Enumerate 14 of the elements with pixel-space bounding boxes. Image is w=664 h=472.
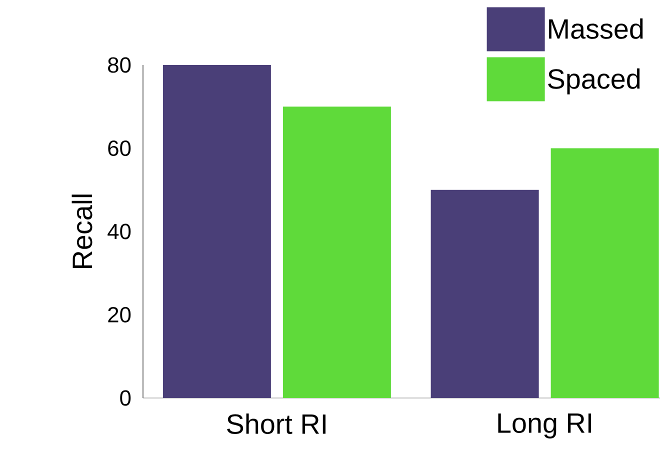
bar: [430, 190, 539, 398]
x-tick-label: Short RI: [227, 414, 326, 434]
y-axis-title: Recall: [72, 194, 92, 268]
x-tick-label: Long RI: [498, 414, 592, 438]
y-tick-label: 0: [120, 390, 131, 406]
y-tick-label: 80: [108, 57, 131, 73]
bar: [282, 106, 391, 398]
legend-label: Spaced: [548, 68, 640, 94]
y-tick-label: 20: [108, 306, 131, 323]
legend-label: Massed: [549, 18, 643, 39]
y-tick-label: 60: [108, 140, 131, 156]
y-tick-label: 40: [108, 224, 131, 240]
bar: [162, 65, 271, 398]
bar: [550, 148, 659, 398]
